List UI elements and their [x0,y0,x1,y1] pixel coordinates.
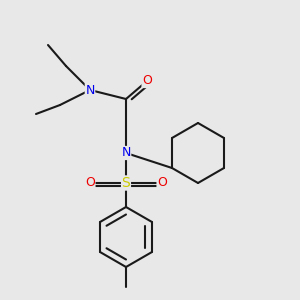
Text: N: N [85,83,95,97]
Text: O: O [142,74,152,88]
Text: O: O [157,176,167,190]
Text: O: O [85,176,95,190]
Text: S: S [122,176,130,190]
Text: N: N [121,146,131,160]
